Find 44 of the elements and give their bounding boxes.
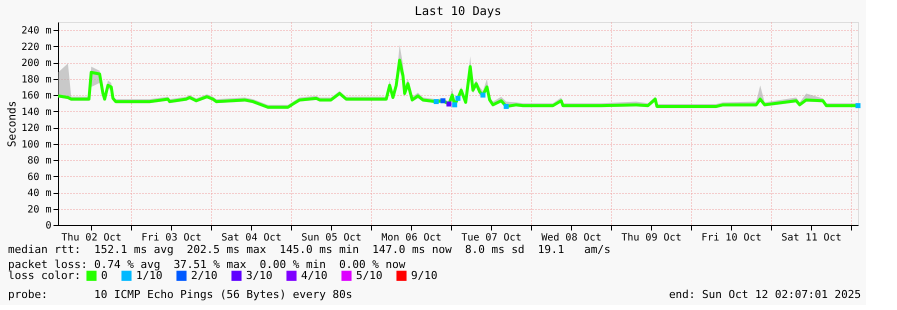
- point: [434, 99, 439, 104]
- x-tick-label: Thu 02 Oct: [61, 232, 122, 244]
- y-tick-label: 220 m: [21, 42, 52, 53]
- y-tick-label: 200 m: [21, 58, 52, 70]
- legend-label: 9/10: [411, 268, 438, 282]
- text: median rtt: 152.1 ms avg 202.5 ms max 145.0 ms min 147.0 ms now 8.0 ms sd 19.1 am/s: [8, 243, 611, 256]
- text: end: Sun Oct 12 02:07:01 2025: [668, 288, 861, 301]
- legend-label: 0: [101, 268, 108, 282]
- x-tick-label: Sat 11 Oct: [781, 232, 842, 244]
- x-tick-label: Sun 05 Oct: [301, 232, 362, 244]
- chart-title: Last 10 Days: [414, 4, 502, 18]
- x-tick-label: Sat 04 Oct: [221, 232, 282, 244]
- legend-label: 4/10: [301, 268, 328, 282]
- point: [504, 104, 509, 109]
- x-tick-label: Fri 10 Oct: [701, 232, 762, 244]
- y-tick-label: 100 m: [21, 139, 52, 150]
- x-tick-label: Wed 08 Oct: [541, 232, 602, 244]
- point: [455, 96, 460, 101]
- y-axis-title: Seconds: [5, 100, 18, 148]
- x-tick-label: Mon 06 Oct: [381, 232, 442, 244]
- y-tick-label: 0: [45, 220, 52, 232]
- point: [446, 102, 452, 107]
- y-tick-label: 40 m: [27, 188, 52, 200]
- y-tick-label: 60 m: [27, 172, 52, 183]
- legend-label: 5/10: [356, 268, 382, 282]
- legend-label: 3/10: [246, 268, 272, 282]
- point: [440, 98, 446, 104]
- point: [480, 92, 486, 98]
- y-tick-label: 240 m: [21, 26, 52, 37]
- y-tick-label: 140 m: [21, 106, 52, 118]
- text: probe: 10 ICMP Echo Pings (56 Bytes) every 80s: [8, 288, 352, 301]
- x-tick-label: Fri 03 Oct: [141, 232, 202, 244]
- x-tick-label: Thu 09 Oct: [621, 232, 682, 244]
- text: packet loss: 0.74 % avg 37.51 % max 0.00 % min 0.00 % now: [8, 258, 406, 271]
- y-tick-label: 80 m: [27, 156, 52, 167]
- x-tick-label: Tue 07 Oct: [461, 232, 522, 244]
- point: [452, 102, 458, 108]
- point: [856, 103, 860, 108]
- y-tick-label: 120 m: [21, 123, 52, 134]
- legend-label: 2/10: [191, 268, 218, 282]
- y-tick-label: 20 m: [27, 204, 52, 216]
- y-tick-label: 180 m: [21, 74, 52, 86]
- legend-title: loss color:: [8, 269, 81, 282]
- y-tick-label: 160 m: [21, 90, 52, 102]
